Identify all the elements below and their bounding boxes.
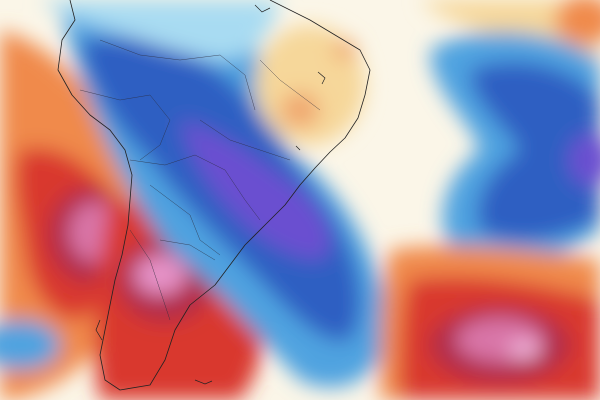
border-line — [199, 119, 291, 161]
border-line — [149, 184, 221, 256]
cold-anomaly-atlantic — [470, 61, 600, 241]
peak-anomaly-south-atlantic-core — [509, 341, 541, 359]
warm-anomaly-northeast-spot — [333, 40, 357, 60]
cool-anomaly-southwest — [0, 320, 60, 370]
border-line — [159, 239, 216, 261]
island — [95, 319, 103, 341]
peak-anomaly-south — [134, 255, 186, 295]
island — [254, 4, 271, 13]
south-america-outline — [57, 0, 371, 391]
border-line — [79, 89, 171, 161]
border-line — [99, 39, 256, 111]
border-line — [259, 59, 321, 111]
very-cold-anomaly-atlantic — [568, 134, 600, 186]
border-line — [129, 229, 171, 321]
island — [194, 379, 213, 385]
coastline — [57, 0, 371, 391]
mild-cool-anomaly-north — [40, 0, 280, 60]
warm-anomaly-top-right — [555, 0, 600, 45]
islands — [95, 4, 326, 385]
warm-anomaly-northeast-core — [280, 92, 320, 128]
country-borders — [79, 39, 321, 321]
border-line — [129, 154, 261, 221]
island — [295, 145, 301, 151]
island — [317, 71, 326, 85]
very-cold-anomaly-core — [180, 120, 331, 260]
